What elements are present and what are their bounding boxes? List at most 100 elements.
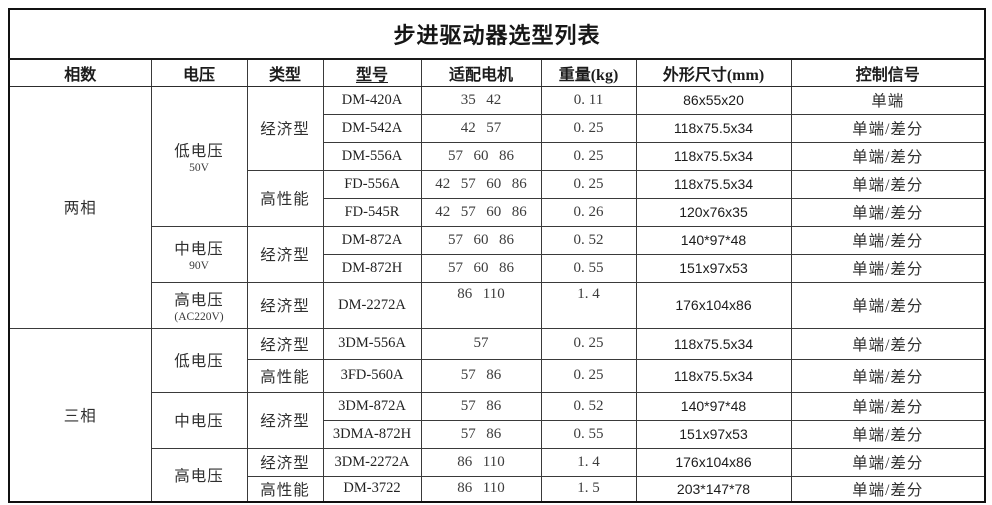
cell-weight: 0. 55	[540, 419, 637, 449]
cell-weight: 0. 25	[540, 327, 637, 360]
cell-weight: 1. 4	[540, 447, 637, 477]
cell-voltage-low3: 低电压	[150, 327, 248, 393]
table-row: 中电压 经济型 3DM-872A 57 86 0. 52 140*97*48 单…	[9, 391, 986, 449]
cell-dims: 203*147*78	[635, 475, 792, 503]
cell-type: 高性能	[246, 169, 324, 227]
cell-phase-three: 三相	[8, 327, 152, 503]
cell-model: DM-3722	[322, 475, 422, 503]
table-row: DM-872H 57 60 86 0. 55 151x97x53 单端/差分	[9, 253, 986, 283]
cell-motor: 42 57	[420, 113, 542, 143]
cell-signal: 单端/差分	[790, 113, 986, 143]
table-row: 高性能 3FD-560A 57 86 0. 25 118x75.5x34 单端/…	[9, 358, 986, 393]
cell-dims: 120x76x35	[635, 197, 792, 227]
header-type: 类型	[246, 58, 324, 87]
header-model-label: 型号	[355, 66, 388, 84]
cell-type: 经济型	[246, 225, 324, 283]
cell-signal: 单端/差分	[790, 141, 986, 171]
cell-dims: 140*97*48	[635, 391, 792, 421]
header-weight: 重量(kg)	[540, 58, 637, 87]
cell-model: DM-872H	[322, 253, 422, 283]
header-phase: 相数	[8, 58, 152, 87]
cell-weight: 0. 25	[540, 358, 637, 393]
header-motor: 适配电机	[420, 58, 542, 87]
table-row: DM-542A 42 57 0. 25 118x75.5x34 单端/差分	[9, 113, 986, 143]
cell-model: DM-556A	[322, 141, 422, 171]
table-row: 高性能 DM-3722 86 110 1. 5 203*147*78 单端/差分	[9, 475, 986, 503]
cell-signal: 单端/差分	[790, 358, 986, 393]
cell-dims: 176x104x86	[635, 281, 792, 329]
cell-dims: 118x75.5x34	[635, 113, 792, 143]
cell-phase-two: 两相	[8, 85, 152, 329]
cell-voltage-high2: 高电压 (AC220V)	[150, 281, 248, 329]
cell-weight: 0. 26	[540, 197, 637, 227]
cell-motor: 57 86	[420, 419, 542, 449]
table-row: 中电压 90V 经济型 DM-872A 57 60 86 0. 52 140*9…	[9, 225, 986, 283]
cell-signal: 单端/差分	[790, 475, 986, 503]
table-row: 三相 低电压 经济型 3DM-556A 57 0. 25 118x75.5x34…	[8, 327, 986, 503]
cell-voltage-low2: 低电压 50V	[150, 85, 248, 227]
stepper-driver-selection-table: 步进驱动器选型列表 相数 电压 类型 型号 适配电机 重量(kg) 外形尺寸(m…	[8, 8, 987, 503]
cell-type: 高性能	[246, 358, 324, 393]
cell-model: 3DM-2272A	[322, 447, 422, 477]
cell-signal: 单端/差分	[790, 391, 986, 421]
cell-model: 3DM-556A	[322, 327, 422, 360]
cell-signal: 单端/差分	[790, 225, 986, 255]
cell-weight: 0. 52	[540, 391, 637, 421]
table-row: 两相 低电压 50V 经济型 DM-420A 35 42 0. 11 86x55…	[8, 85, 986, 329]
page-title: 步进驱动器选型列表	[8, 8, 986, 60]
cell-dims: 118x75.5x34	[635, 169, 792, 199]
cell-type: 经济型	[246, 391, 324, 449]
cell-signal: 单端/差分	[790, 447, 986, 477]
cell-signal: 单端	[790, 85, 986, 115]
cell-weight: 0. 25	[540, 141, 637, 171]
cell-weight: 1. 5	[540, 475, 637, 503]
cell-model: FD-556A	[322, 169, 422, 199]
cell-type: 经济型	[246, 447, 324, 477]
cell-voltage-mid2: 中电压 90V	[150, 225, 248, 283]
cell-type: 高性能	[246, 475, 324, 503]
cell-motor: 86 110	[420, 447, 542, 477]
cell-model: DM-542A	[322, 113, 422, 143]
cell-weight: 1. 4	[540, 281, 637, 329]
cell-motor: 57	[420, 327, 542, 360]
cell-motor: 42 57 60 86	[420, 197, 542, 227]
voltage-label: 低电压	[174, 142, 224, 160]
voltage-label: 高电压	[174, 291, 224, 309]
cell-dims: 86x55x20	[635, 85, 792, 115]
cell-model: 3FD-560A	[322, 358, 422, 393]
cell-dims: 140*97*48	[635, 225, 792, 255]
cell-motor: 57 60 86	[420, 225, 542, 255]
voltage-sub-label: 50V	[189, 161, 209, 174]
cell-model: DM-420A	[322, 85, 422, 115]
cell-motor: 57 60 86	[420, 141, 542, 171]
cell-dims: 118x75.5x34	[635, 358, 792, 393]
table-row: 高电压 (AC220V) 经济型 DM-2272A 86 110 1. 4 17…	[9, 281, 986, 329]
cell-voltage-mid3: 中电压	[150, 391, 248, 449]
cell-dims: 118x75.5x34	[635, 141, 792, 171]
cell-signal: 单端/差分	[790, 327, 986, 360]
cell-type: 经济型	[246, 281, 324, 329]
cell-motor: 35 42	[420, 85, 542, 115]
cell-signal: 单端/差分	[790, 197, 986, 227]
header-model: 型号	[322, 58, 422, 87]
table-row: FD-545R 42 57 60 86 0. 26 120x76x35 单端/差…	[9, 197, 986, 227]
cell-weight: 0. 55	[540, 253, 637, 283]
voltage-sub-label: (AC220V)	[174, 310, 224, 323]
cell-weight: 0. 25	[540, 113, 637, 143]
table-row: DM-556A 57 60 86 0. 25 118x75.5x34 单端/差分	[9, 141, 986, 171]
cell-motor: 57 86	[420, 391, 542, 421]
cell-type: 经济型	[246, 85, 324, 171]
cell-motor: 57 86	[420, 358, 542, 393]
title-row: 步进驱动器选型列表	[8, 8, 986, 60]
cell-model: 3DM-872A	[322, 391, 422, 421]
table-row: 高性能 FD-556A 42 57 60 86 0. 25 118x75.5x3…	[9, 169, 986, 227]
cell-signal: 单端/差分	[790, 281, 986, 329]
cell-dims: 118x75.5x34	[635, 327, 792, 360]
voltage-label: 中电压	[174, 240, 224, 258]
cell-dims: 151x97x53	[635, 419, 792, 449]
header-dims: 外形尺寸(mm)	[635, 58, 792, 87]
cell-model: DM-872A	[322, 225, 422, 255]
cell-motor: 57 60 86	[420, 253, 542, 283]
cell-signal: 单端/差分	[790, 169, 986, 199]
